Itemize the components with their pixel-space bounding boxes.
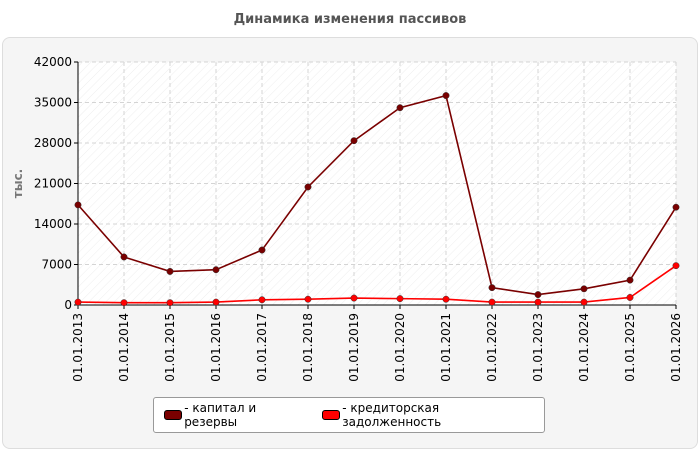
series-0-point-7 xyxy=(396,104,404,112)
x-tick-label-8: 01.01.2021 xyxy=(439,313,453,382)
series-0-point-1 xyxy=(120,253,128,261)
y-tick-label-1: 7000 xyxy=(41,258,72,272)
y-tick-label-2: 14000 xyxy=(34,217,72,231)
series-0-point-9 xyxy=(488,284,496,292)
series-0-point-3 xyxy=(212,266,220,274)
x-tick-label-10: 01.01.2023 xyxy=(531,313,545,382)
legend-text-creditor: кредиторская задолженность xyxy=(342,401,442,429)
x-tick-label-13: 01.01.2026 xyxy=(669,313,683,382)
y-tick-label-0: 0 xyxy=(64,298,72,312)
y-tick-label-3: 21000 xyxy=(34,177,72,191)
series-1-point-3 xyxy=(212,298,220,306)
x-tick-label-6: 01.01.2019 xyxy=(347,313,361,382)
y-axis-label: тыс. xyxy=(11,169,25,198)
legend-swatch-capital xyxy=(164,410,183,420)
series-1-point-9 xyxy=(488,298,496,306)
series-0-point-13 xyxy=(672,203,680,211)
series-1-point-6 xyxy=(350,294,358,302)
series-0-point-5 xyxy=(304,183,312,191)
legend-label-creditor: - кредиторская задолженность xyxy=(342,401,442,429)
y-tick-label-4: 28000 xyxy=(34,136,72,150)
series-1-point-12 xyxy=(626,294,634,301)
legend-item-capital[interactable]: - капитал и резервы xyxy=(164,401,300,429)
series-1-point-2 xyxy=(166,299,174,307)
legend-swatch-creditor xyxy=(322,410,341,420)
x-tick-label-9: 01.01.2022 xyxy=(485,313,499,382)
series-1-point-10 xyxy=(534,298,542,306)
x-tick-label-5: 01.01.2018 xyxy=(301,313,315,382)
series-0-point-12 xyxy=(626,276,634,284)
x-tick-label-4: 01.01.2017 xyxy=(255,313,269,382)
series-0-point-2 xyxy=(166,267,174,275)
series-0-point-6 xyxy=(350,137,358,145)
series-0-point-10 xyxy=(534,291,542,299)
x-tick-label-1: 01.01.2014 xyxy=(117,313,131,382)
x-tick-label-0: 01.01.2013 xyxy=(71,313,85,382)
chart-title: Динамика изменения пассивов xyxy=(233,12,467,27)
series-1-point-0 xyxy=(74,298,82,306)
series-0-point-8 xyxy=(442,92,450,100)
legend-text-capital: капитал и резервы xyxy=(184,401,257,429)
series-0-point-0 xyxy=(74,201,82,209)
series-1-point-4 xyxy=(258,296,266,304)
x-tick-label-11: 01.01.2024 xyxy=(577,313,591,382)
series-0-point-4 xyxy=(258,246,266,254)
plot-hatch xyxy=(78,62,676,305)
x-tick-label-3: 01.01.2016 xyxy=(209,313,223,382)
y-tick-label-6: 42000 xyxy=(34,55,72,69)
series-1-point-1 xyxy=(120,299,128,307)
series-1-point-13 xyxy=(672,262,680,270)
series-line-1 xyxy=(77,264,677,304)
series-1-point-7 xyxy=(396,295,404,303)
x-tick-label-7: 01.01.2020 xyxy=(393,313,407,382)
legend-label-capital: - капитал и резервы xyxy=(184,401,257,429)
x-tick-label-12: 01.01.2025 xyxy=(623,313,637,382)
series-line-0 xyxy=(77,94,677,296)
legend-item-creditor[interactable]: - кредиторская задолженность xyxy=(322,401,522,429)
series-1-point-5 xyxy=(304,295,312,303)
series-1-point-8 xyxy=(442,295,450,303)
series-0-point-11 xyxy=(580,285,588,293)
y-tick-label-5: 35000 xyxy=(34,96,72,110)
legend: - капитал и резервы - кредиторская задол… xyxy=(153,397,545,433)
x-tick-label-2: 01.01.2015 xyxy=(163,313,177,382)
series-1-point-11 xyxy=(580,298,588,306)
